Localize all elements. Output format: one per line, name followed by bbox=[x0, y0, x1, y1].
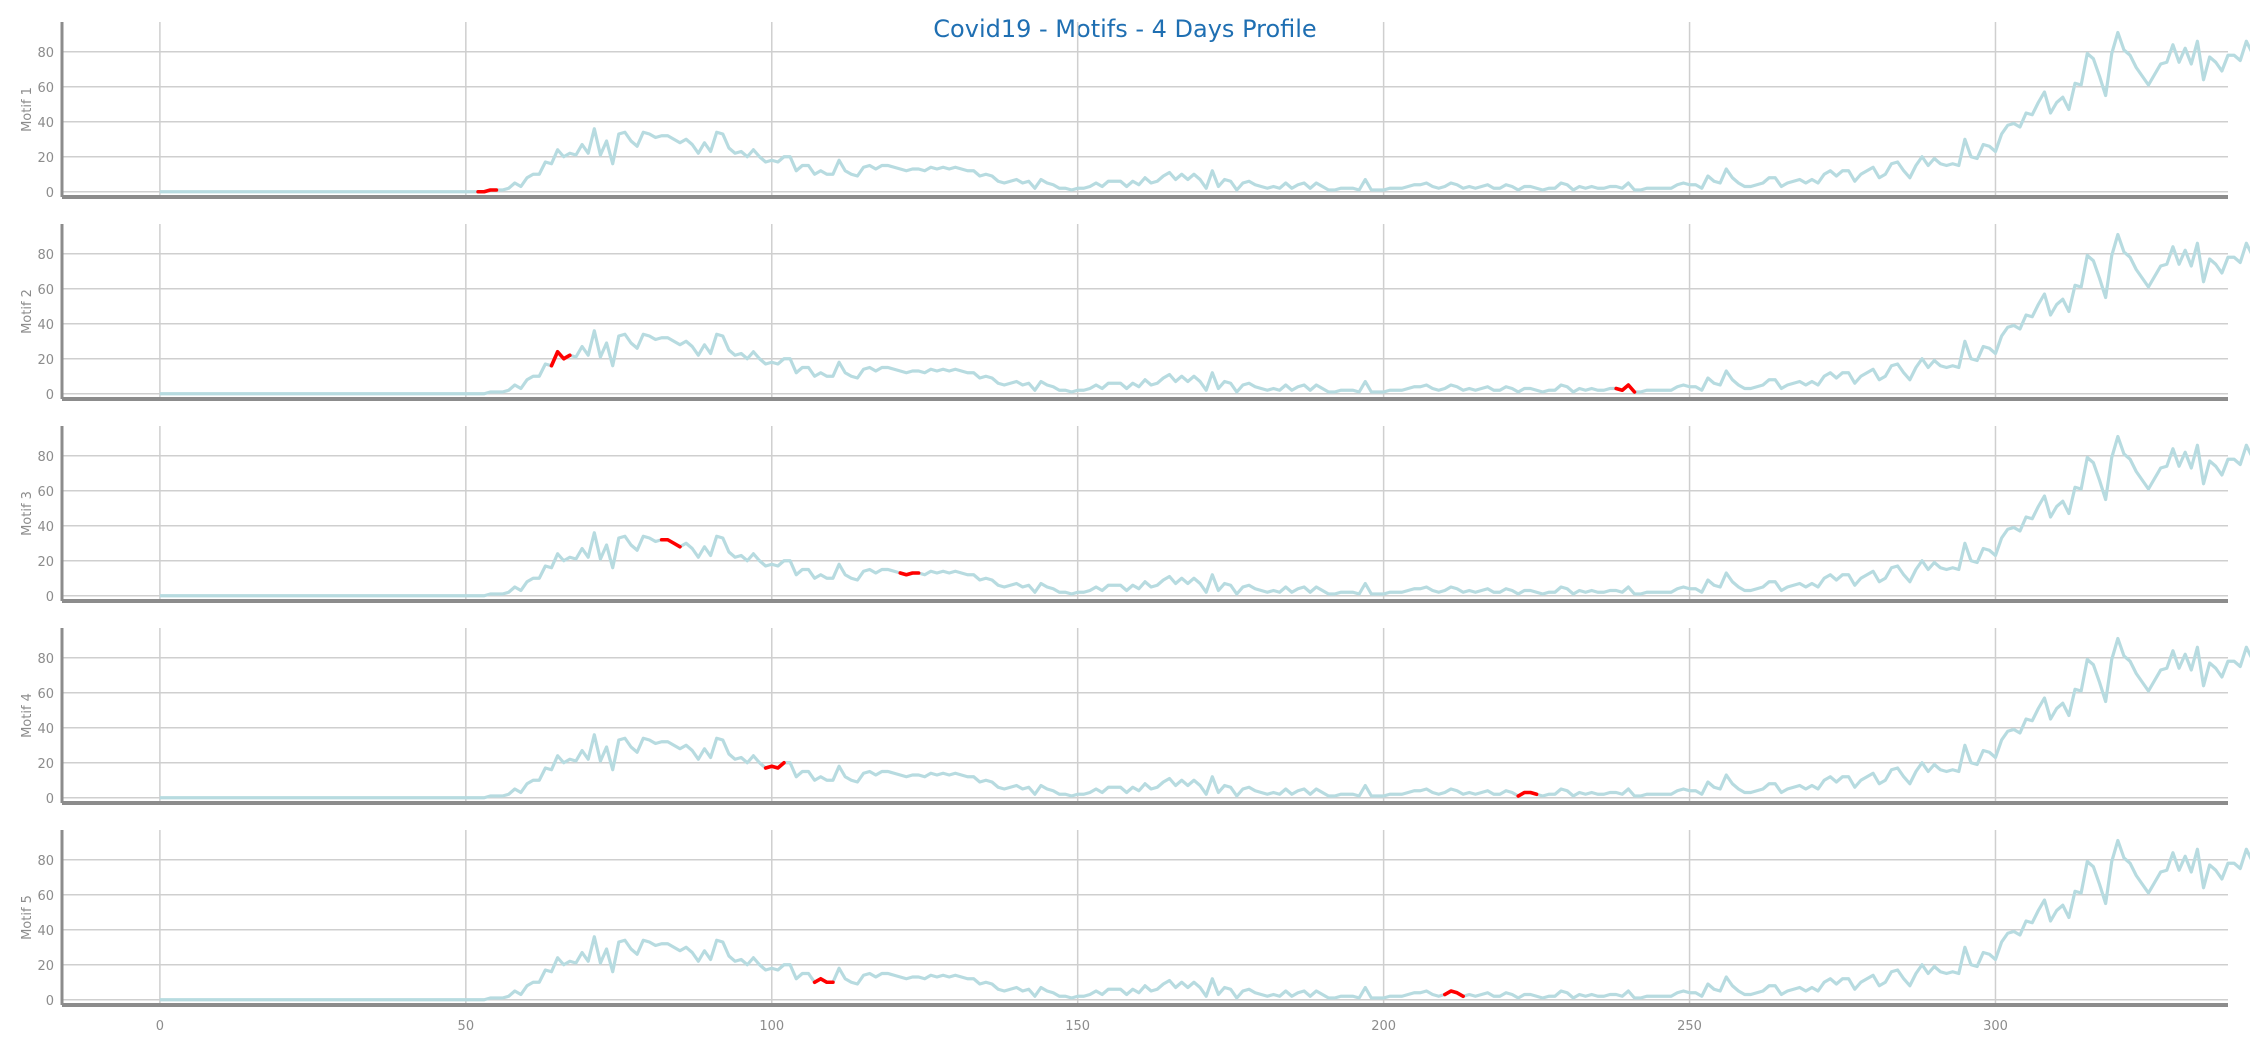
y-tick-label: 40 bbox=[37, 924, 54, 939]
x-tick-label: 200 bbox=[1371, 1019, 1396, 1034]
panel-3: 0 20 40 60 80 Motif 3 bbox=[20, 426, 2250, 605]
x-tick-label: 50 bbox=[458, 1019, 475, 1034]
y-tick-label: 40 bbox=[37, 520, 54, 535]
y-tick-label: 60 bbox=[37, 889, 54, 904]
y-tick-label: 0 bbox=[46, 388, 54, 403]
y-tick-label: 20 bbox=[37, 555, 54, 570]
y-tick-label: 40 bbox=[37, 722, 54, 737]
motif-segment bbox=[763, 760, 786, 770]
y-axis-label: Motif 3 bbox=[20, 491, 35, 536]
panel-1: 0 20 40 60 80 Motif 1 bbox=[20, 22, 2250, 201]
y-tick-label: 20 bbox=[37, 757, 54, 772]
y-tick-label: 20 bbox=[37, 959, 54, 974]
x-tick-label: 300 bbox=[1983, 1019, 2008, 1034]
y-tick-label: 80 bbox=[37, 854, 54, 869]
x-tick-label: 250 bbox=[1677, 1019, 1702, 1034]
panel-4: 0 20 40 60 80 Motif 4 bbox=[20, 628, 2250, 807]
motif-segment bbox=[898, 571, 921, 577]
y-tick-label: 60 bbox=[37, 283, 54, 298]
y-tick-label: 0 bbox=[46, 590, 54, 605]
series-line bbox=[159, 838, 2250, 1002]
y-axis-label: Motif 5 bbox=[20, 895, 35, 940]
panel-2: 0 20 40 60 80 Motif 2 bbox=[20, 224, 2250, 403]
y-axis-label: Motif 2 bbox=[20, 289, 35, 334]
y-axis-label: Motif 1 bbox=[20, 87, 35, 132]
x-tick-label: 0 bbox=[156, 1019, 164, 1034]
chart-title: Covid19 - Motifs - 4 Days Profile bbox=[933, 15, 1317, 43]
y-tick-label: 80 bbox=[37, 46, 54, 61]
y-tick-label: 80 bbox=[37, 450, 54, 465]
y-tick-label: 40 bbox=[37, 116, 54, 131]
y-tick-label: 20 bbox=[37, 353, 54, 368]
series-line bbox=[159, 30, 2250, 194]
y-tick-label: 40 bbox=[37, 318, 54, 333]
motif-segment bbox=[1443, 989, 1465, 999]
y-axis-label: Motif 4 bbox=[20, 693, 35, 738]
y-tick-label: 0 bbox=[46, 792, 54, 807]
motif-segment bbox=[549, 349, 572, 368]
y-tick-label: 80 bbox=[37, 248, 54, 263]
motif-segment bbox=[659, 537, 682, 549]
motif-segment bbox=[1516, 790, 1539, 798]
y-tick-label: 60 bbox=[37, 485, 54, 500]
y-tick-label: 80 bbox=[37, 652, 54, 667]
series-line bbox=[159, 232, 2250, 396]
y-tick-label: 0 bbox=[46, 186, 54, 201]
x-tick-label: 100 bbox=[759, 1019, 784, 1034]
y-tick-label: 20 bbox=[37, 151, 54, 166]
y-tick-label: 60 bbox=[37, 81, 54, 96]
y-tick-label: 60 bbox=[37, 687, 54, 702]
y-tick-label: 0 bbox=[46, 994, 54, 1009]
x-tick-label: 150 bbox=[1065, 1019, 1090, 1034]
motif-segment bbox=[1614, 383, 1637, 394]
motif-segment bbox=[812, 976, 835, 985]
series-line bbox=[159, 434, 2250, 598]
motif-segment bbox=[476, 188, 499, 194]
series-line bbox=[159, 636, 2250, 800]
panel-5: 0 20 40 60 80 Motif 5 bbox=[20, 830, 2250, 1009]
